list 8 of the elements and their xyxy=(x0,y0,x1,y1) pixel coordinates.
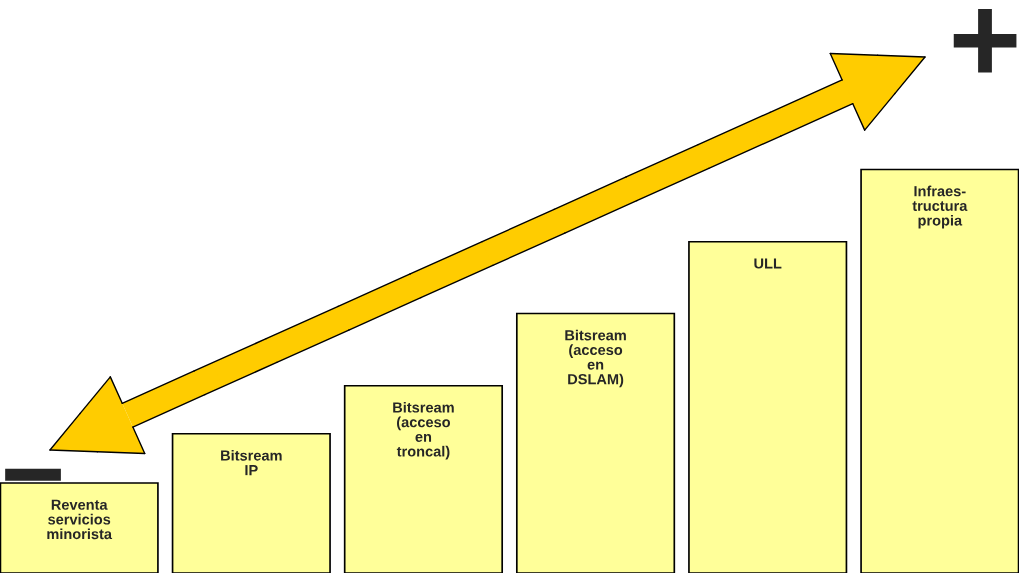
annotation: − xyxy=(5,468,61,481)
x-tick-label: Bitsream IP xyxy=(221,449,282,476)
x-tick-label: Bitsream (acceso en troncal) xyxy=(393,401,454,460)
x-tick-label: Bitsream (acceso en DSLAM) xyxy=(565,329,626,388)
x-tick-label: ULL xyxy=(754,258,782,269)
text: + xyxy=(953,9,1017,73)
x-tick-label: Infraes- tructura propia xyxy=(912,185,968,229)
x-tick-label: Reventa servicios minorista xyxy=(47,499,113,540)
